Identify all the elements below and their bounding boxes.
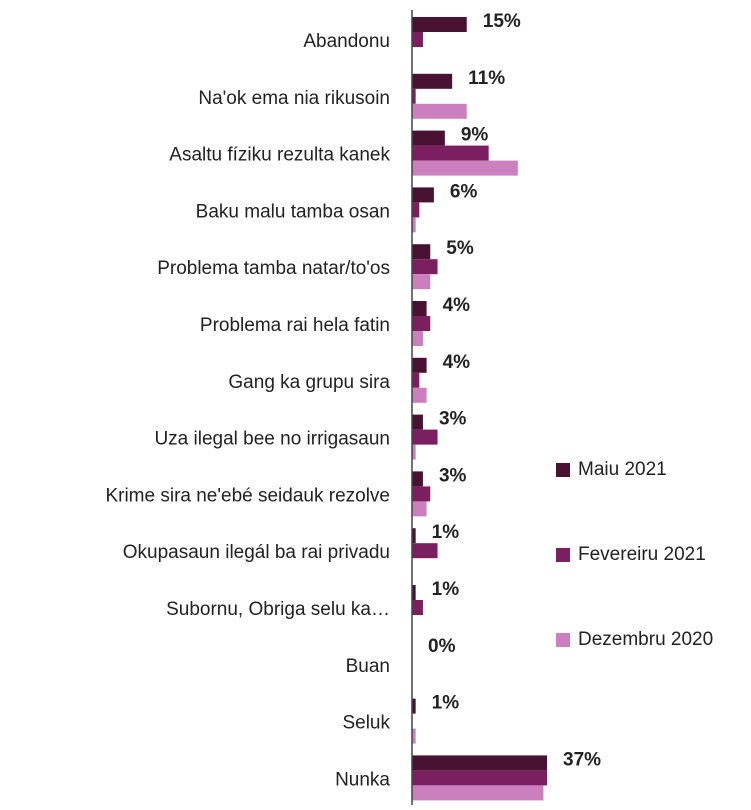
bar	[412, 755, 548, 771]
category-label: Seluk	[342, 713, 390, 734]
bar	[412, 471, 423, 487]
legend-label: Maiu 2021	[578, 459, 667, 480]
category-label: Krime sira ne'ebé seidauk rezolve	[105, 485, 390, 506]
value-label: 3%	[439, 409, 467, 430]
category-label: Subornu, Obriga selu ka…	[166, 599, 390, 620]
bar	[412, 316, 431, 331]
category-label: Problema tamba natar/to'os	[157, 258, 390, 279]
bar	[412, 770, 548, 786]
category-label: Nunka	[335, 769, 390, 790]
bar	[412, 301, 427, 316]
category-label: Abandonu	[303, 31, 390, 52]
legend-swatch	[556, 548, 570, 562]
bar	[412, 331, 423, 346]
value-label: 15%	[483, 11, 521, 32]
bar	[412, 600, 423, 615]
value-label: 3%	[439, 465, 467, 486]
category-label: Uza ilegal bee no irrigasaun	[154, 429, 390, 450]
value-label: 0%	[428, 636, 456, 657]
legend-swatch	[556, 463, 570, 477]
bar	[412, 486, 431, 502]
bar	[412, 259, 438, 275]
bar	[412, 414, 423, 430]
bar	[412, 528, 416, 544]
bar	[412, 543, 438, 559]
bar	[412, 160, 518, 176]
bar	[412, 387, 427, 403]
bar	[412, 429, 438, 445]
value-label: 1%	[432, 522, 460, 543]
legend-label: Dezembru 2020	[578, 629, 713, 650]
value-label: 4%	[443, 295, 471, 316]
bar	[412, 357, 427, 373]
bar	[412, 32, 423, 47]
bar	[412, 274, 431, 290]
bar	[412, 585, 416, 600]
bar	[412, 145, 489, 161]
bar	[412, 202, 420, 218]
category-label: Na'ok ema nia rikusoin	[198, 88, 390, 109]
legend-label: Fevereiru 2021	[578, 544, 706, 565]
category-label: Gang ka grupu sira	[228, 372, 390, 393]
bar	[412, 17, 467, 32]
value-label: 6%	[450, 181, 478, 202]
category-label: Buan	[346, 656, 390, 677]
bar	[412, 73, 453, 89]
value-label: 11%	[468, 68, 505, 89]
bar	[412, 88, 416, 104]
value-label: 1%	[432, 579, 460, 600]
legend-swatch	[556, 633, 570, 647]
category-label: Problema rai hela fatin	[200, 315, 390, 336]
bar	[412, 728, 416, 744]
value-label: 4%	[443, 352, 471, 373]
bar	[412, 444, 416, 460]
value-label: 37%	[563, 749, 601, 770]
bar	[412, 785, 544, 801]
bar	[412, 244, 431, 260]
bar	[412, 187, 434, 203]
bar	[412, 130, 445, 146]
bar	[412, 103, 467, 119]
category-label: Okupasaun ilegál ba rai privadu	[123, 542, 390, 563]
bar	[412, 217, 416, 233]
category-label: Baku malu tamba osan	[196, 201, 390, 222]
value-label: 9%	[461, 125, 489, 146]
category-label: Asaltu fíziku rezulta kanek	[169, 145, 390, 166]
bar	[412, 372, 420, 388]
bar	[412, 501, 427, 517]
bar	[412, 698, 416, 714]
value-label: 5%	[446, 238, 474, 259]
value-label: 1%	[432, 693, 460, 714]
